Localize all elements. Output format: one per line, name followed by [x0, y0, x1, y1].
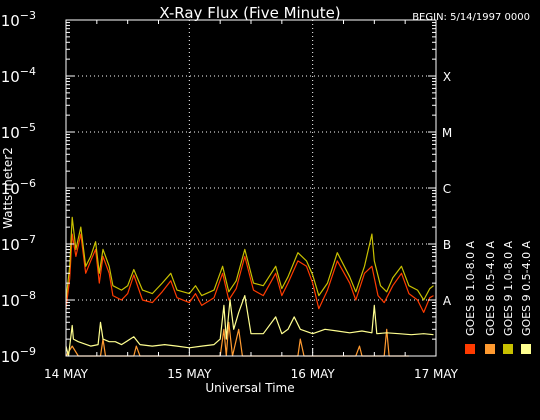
series-lines — [65, 216, 434, 357]
y-tick-label: 10−5 — [1, 121, 36, 142]
y-tick-label: 10−8 — [1, 289, 36, 310]
chart-title: X-Ray Flux (Five Minute) — [159, 4, 340, 22]
flare-class-label: B — [443, 238, 451, 252]
legend-swatch — [521, 344, 531, 354]
series-line-1 — [65, 233, 434, 313]
x-tick-label: 16 MAY — [291, 367, 336, 381]
grid-lines — [66, 20, 436, 356]
flare-class-label: M — [442, 126, 452, 140]
legend-label: GOES 9 0.5-4.0 A — [520, 240, 533, 336]
legend-label: GOES 8 0.5-4.0 A — [484, 240, 497, 336]
y-tick-label: 10−4 — [1, 65, 36, 86]
axis-ticks: 10−9 10−8 10−7 10−6 10−5 10−4 10−3 14 MAY 15 MAY… — [1, 9, 459, 381]
legend-swatch — [503, 344, 513, 354]
y-tick-label: 10−9 — [1, 345, 36, 366]
legend-swatch — [485, 344, 495, 354]
y-axis-label: Watts meter2 — [1, 147, 15, 229]
begin-label: BEGIN: 5/14/1997 0000 — [412, 12, 530, 23]
y-tick-label: 10−3 — [1, 9, 36, 30]
legend-label: GOES 9 1.0-8.0 A — [502, 240, 515, 336]
x-tick-label: 14 MAY — [44, 367, 89, 381]
legend: GOES 8 1.0-8.0 A GOES 8 0.5-4.0 A GOES 9 1… — [464, 240, 533, 354]
series-line-2 — [65, 321, 409, 357]
flare-class-label: C — [443, 182, 451, 196]
y-tick-label: 10−6 — [1, 177, 36, 198]
legend-label: GOES 8 1.0-8.0 A — [464, 240, 477, 336]
series-line-4 — [65, 295, 434, 357]
x-tick-label: 15 MAY — [167, 367, 212, 381]
flare-class-label: X — [443, 70, 451, 84]
y-tick-label: 10−7 — [1, 233, 36, 254]
x-tick-label: 17 MAY — [414, 367, 459, 381]
legend-swatch — [465, 344, 475, 354]
series-line-3 — [65, 216, 434, 301]
x-axis-label: Universal Time — [205, 381, 294, 395]
flare-class-label: A — [443, 294, 452, 308]
